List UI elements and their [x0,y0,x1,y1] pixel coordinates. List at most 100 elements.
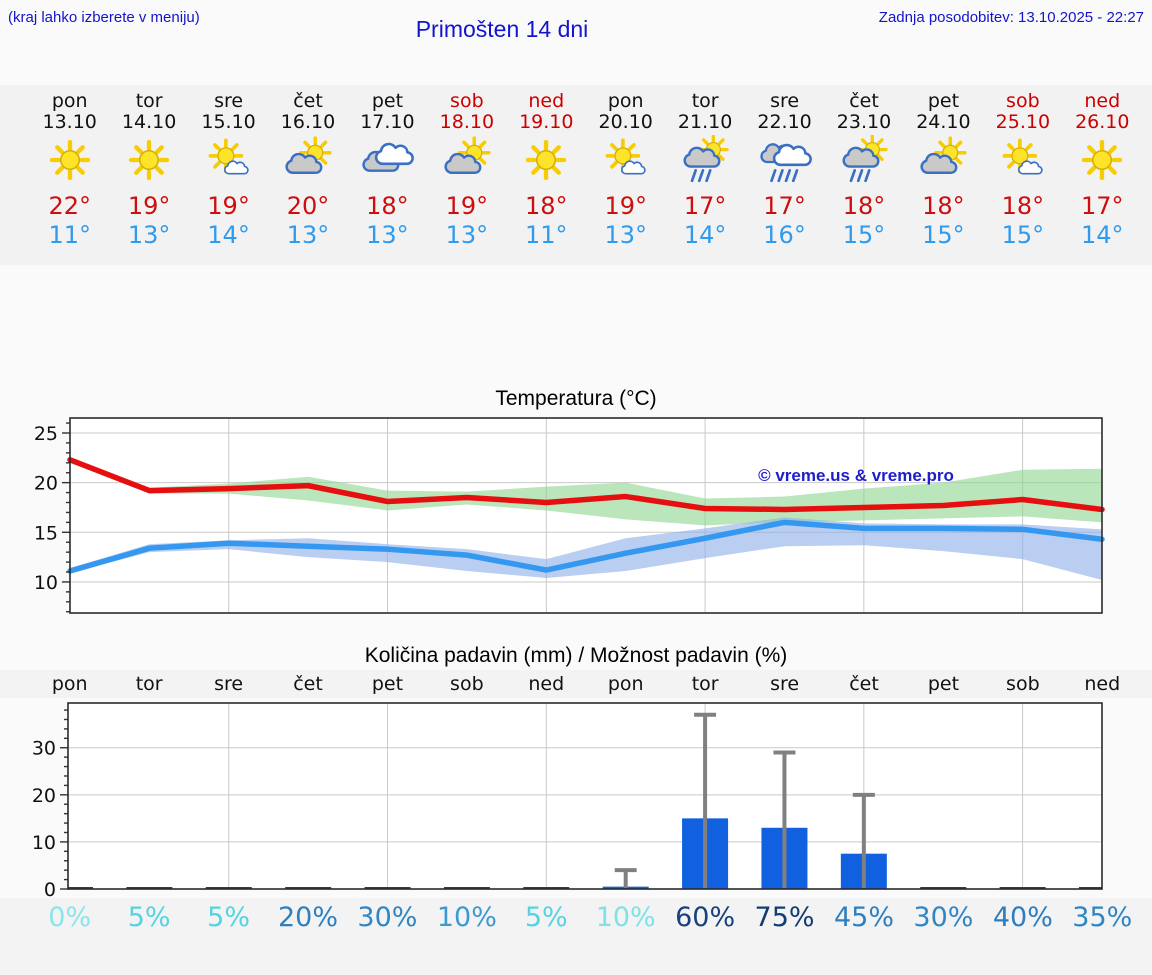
precip-zero-mark [205,887,252,889]
day-name: pet [927,90,960,112]
forecast-day-column: sob 25.10 18° 15° [983,91,1062,250]
precipitation-chart-title: Količina padavin (mm) / Možnost padavin … [364,644,788,667]
precip-probability-label: 0% [48,902,92,933]
max-temperature: 17° [1081,192,1124,220]
partly-cloudy-icon [904,133,983,187]
day-name: pet [371,90,404,112]
min-temperature: 15° [1001,221,1045,249]
precip-probability-label: 30% [357,902,418,933]
max-temperature: 18° [922,192,965,220]
precipitation-chart: 0 10 20 30 [32,702,1103,900]
day-name: sob [1006,90,1040,112]
forecast-day-column: pon 13.10 22° 11° [30,91,109,250]
sunny-icon [1063,133,1142,187]
sun-showers-icon [665,133,744,187]
precipitation-day-labels: pon tor sre čet pet sob ned pon tor sre čet pet sob n… [0,670,1152,698]
day-name: sre [214,90,244,112]
temp-min-line [67,519,1105,574]
max-temperature: 18° [525,192,568,220]
min-temperature: 15° [922,221,965,249]
day-date: 25.10 [995,111,1051,133]
precip-day-label: sob [1006,673,1040,695]
day-date: 15.10 [201,111,256,133]
precip-probability-label: 20% [277,902,338,933]
forecast-day-column: čet 16.10 20° 13° [268,91,347,250]
precip-zero-mark [364,887,411,889]
day-date: 26.10 [1075,111,1130,133]
precip-day-label: tor [135,673,163,695]
precip-probability-label: 5% [524,902,568,933]
day-name: sre [770,90,800,112]
precip-zero-mark [523,887,570,889]
precip-probability-label: 40% [992,902,1053,933]
precip-zero-mark [126,887,173,889]
forecast-day-column: pet 24.10 18° 15° [904,91,983,250]
precip-day-label: sre [214,673,244,695]
sunny-icon [109,133,188,187]
precip-day-label: pet [927,673,960,695]
precip-probability-label: 35% [1072,902,1133,933]
day-name: čet [293,90,323,112]
precip-day-label: čet [293,673,323,695]
min-temperature: 13° [604,221,647,249]
forecast-day-column: pon 20.10 19° 13° [586,91,665,250]
precip-zero-mark [285,887,332,889]
precip-day-label: čet [849,673,879,695]
max-temperature: 17° [683,192,727,220]
precip-day-label: tor [691,673,719,695]
min-temperature: 15° [842,221,886,249]
precip-day-label: pet [371,673,404,695]
max-temperature: 19° [207,192,250,220]
precip-zero-mark [999,887,1046,889]
svg-text:25: 25 [34,423,58,445]
day-date: 22.10 [757,111,812,133]
day-name: tor [691,90,719,112]
min-temperature: 11° [48,221,91,249]
max-temperature: 22° [48,192,91,220]
day-name: tor [135,90,163,112]
day-date: 20.10 [598,111,653,133]
temp-max-line [67,457,1105,513]
sun-showers-icon [824,133,903,187]
forecast-strip: pon 13.10 22° 11° tor 14.10 19° 13° sre 15.10 19° 1… [0,85,1152,265]
precip-probability-label: 10% [436,902,497,933]
day-date: 13.10 [42,111,97,133]
forecast-day-column: pet 17.10 18° 13° [348,91,427,250]
day-date: 17.10 [360,111,415,133]
day-date: 14.10 [121,111,177,133]
partly-cloudy-icon [268,133,347,187]
forecast-day-column: tor 21.10 17° 14° [665,91,744,250]
min-temperature: 13° [286,221,330,249]
max-temperature: 19° [604,192,647,220]
precip-day-label: pon [607,673,644,695]
min-temperature: 14° [1081,221,1124,249]
precip-zero-mark [920,887,967,889]
forecast-day-column: sre 22.10 17° 16° [745,91,824,250]
precip-probability-label: 10% [595,902,656,933]
precip-day-label: sob [450,673,484,695]
cloudy-icon [348,133,427,187]
precip-probability-label: 75% [754,902,815,933]
sunny-icon [507,133,586,187]
day-date: 24.10 [916,111,971,133]
max-temperature: 18° [842,192,886,220]
max-temperature: 17° [763,192,806,220]
copyright-watermark-link[interactable]: © vreme.us & vreme.pro [758,466,954,485]
svg-text:20: 20 [34,473,58,495]
mostly-sunny-icon [983,133,1062,187]
temperature-chart-title: Temperatura (°C) [495,387,657,410]
mostly-sunny-icon [189,133,268,187]
max-temperature: 18° [366,192,409,220]
svg-text:20: 20 [32,785,56,807]
svg-text:10: 10 [34,572,58,594]
partly-cloudy-icon [427,133,506,187]
temp-min-uncertainty-band [70,517,1102,580]
rain-icon [745,133,824,187]
min-temperature: 13° [366,221,409,249]
page-title: Primošten 14 dni [415,16,589,42]
day-date: 16.10 [280,111,336,133]
precip-probability-label: 60% [675,902,736,933]
min-temperature: 13° [127,221,171,249]
day-name: sob [450,90,484,112]
